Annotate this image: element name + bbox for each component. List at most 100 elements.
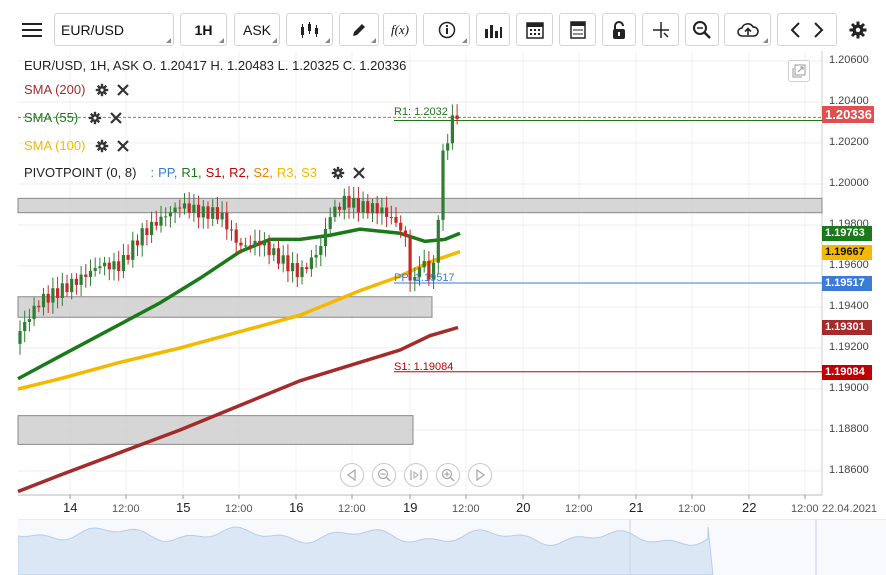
candle-body: [135, 240, 140, 246]
candle-body: [229, 229, 234, 231]
price-tick-label: 1.19200: [829, 341, 869, 353]
candle-body: [248, 245, 252, 247]
price-type-label: ASK: [242, 21, 271, 38]
lock-icon: [613, 20, 625, 39]
candle-body: [84, 274, 88, 277]
calendar-button[interactable]: [516, 13, 553, 46]
scroll-left-button[interactable]: [340, 463, 364, 487]
candle-body: [408, 236, 412, 281]
candle-body: [356, 198, 360, 213]
close-icon[interactable]: [353, 166, 365, 179]
candle-body: [403, 230, 407, 237]
close-icon[interactable]: [117, 139, 130, 152]
crosshair-button[interactable]: [642, 13, 679, 46]
gear-icon[interactable]: [95, 139, 109, 153]
date-tick-day: 21: [629, 500, 644, 515]
candle-body: [215, 207, 219, 220]
date-tick-time: 12:00: [338, 503, 366, 515]
volume-button[interactable]: [476, 13, 510, 46]
pivot-part-label: PP,: [158, 165, 178, 180]
candle-body: [446, 143, 450, 151]
candle-body: [281, 255, 285, 264]
gear-icon[interactable]: [95, 83, 109, 97]
candle-body: [262, 241, 266, 246]
candle-body: [225, 212, 229, 230]
candle-body: [159, 216, 163, 226]
pivot-parts: PP, R1, S1, R2, S2, R3, S3: [158, 165, 321, 180]
candle-body: [60, 283, 64, 298]
resistance-zone: [17, 197, 823, 214]
candle-body: [220, 212, 224, 220]
price-tick-label: 1.20000: [829, 177, 869, 189]
chevron-left-icon[interactable]: [785, 20, 807, 40]
symbol-selector[interactable]: EUR/USD: [54, 13, 174, 46]
timeframe-selector[interactable]: 1H: [180, 13, 227, 46]
triangle-right-icon: [476, 469, 486, 481]
candle-body: [187, 203, 191, 213]
draw-tool-button[interactable]: [339, 13, 379, 46]
candle-body: [323, 228, 328, 247]
close-icon[interactable]: [110, 111, 122, 124]
candle-body: [422, 260, 426, 268]
candle-body: [117, 261, 121, 272]
candle-body: [192, 204, 196, 213]
price-tick-label: 1.20600: [829, 54, 869, 66]
toolbar: EUR/USD 1H ASK f(x): [0, 0, 886, 56]
gear-icon[interactable]: [88, 111, 102, 125]
symbol-label: EUR/USD: [61, 21, 125, 38]
close-icon[interactable]: [117, 83, 130, 96]
function-icon: f(x): [390, 21, 410, 37]
candle-body: [65, 283, 69, 293]
candle-body: [342, 195, 346, 210]
navigator-panel[interactable]: [18, 519, 886, 575]
price-type-selector[interactable]: ASK: [234, 13, 280, 46]
price-tick-label: 1.19400: [829, 300, 869, 312]
candle-body: [309, 257, 313, 270]
candle-body: [272, 248, 276, 256]
candle-body: [305, 267, 309, 270]
date-tick-time: 12:00: [791, 503, 819, 515]
pivot-label: PIVOTPOINT (0, 8): [24, 165, 137, 180]
candle-body: [88, 270, 93, 277]
zoom-nav: [340, 463, 492, 487]
zoom-out-button[interactable]: [372, 463, 396, 487]
zoom-button[interactable]: [685, 13, 719, 46]
gear-icon[interactable]: [331, 166, 345, 180]
price-tag: 1.19667: [822, 245, 872, 261]
info-icon: [438, 21, 455, 38]
candle-body: [389, 216, 393, 218]
lock-button[interactable]: [602, 13, 636, 46]
gear-icon: [849, 21, 867, 38]
reset-zoom-button[interactable]: [404, 463, 428, 487]
candle-body: [51, 288, 55, 303]
candle-body: [338, 206, 342, 210]
candle-body: [145, 228, 149, 235]
candle-body: [27, 319, 31, 322]
data-table-button[interactable]: [559, 13, 596, 46]
candle-body: [211, 207, 215, 219]
scroll-right-button[interactable]: [468, 463, 492, 487]
price-tick-label: 1.19600: [829, 259, 869, 271]
expand-button[interactable]: [788, 60, 810, 82]
legend-sma55: SMA (55): [24, 110, 122, 125]
candle-body: [253, 240, 257, 246]
candle-body: [267, 241, 271, 256]
chevron-right-icon[interactable]: [807, 20, 829, 40]
indicators-button[interactable]: f(x): [383, 13, 417, 46]
candle-body: [258, 240, 262, 246]
candle-body: [201, 206, 205, 218]
timeframe-label: 1H: [194, 21, 213, 38]
upload-button[interactable]: [724, 13, 771, 46]
candle-body: [98, 266, 102, 269]
legend-sma200: SMA (200): [24, 82, 130, 97]
candle-body: [399, 222, 403, 231]
menu-button[interactable]: [14, 13, 50, 46]
zoom-in-button[interactable]: [436, 463, 460, 487]
candle-body: [427, 260, 431, 280]
settings-button[interactable]: [843, 13, 873, 46]
candle-body: [23, 321, 27, 332]
r1-label: R1: 1.2032: [394, 106, 448, 118]
info-button[interactable]: [423, 13, 470, 46]
chart-type-button[interactable]: [286, 13, 333, 46]
